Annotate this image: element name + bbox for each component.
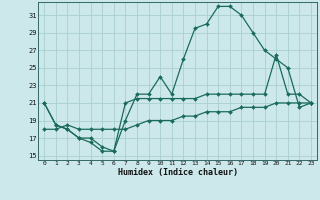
X-axis label: Humidex (Indice chaleur): Humidex (Indice chaleur) [118,168,238,177]
